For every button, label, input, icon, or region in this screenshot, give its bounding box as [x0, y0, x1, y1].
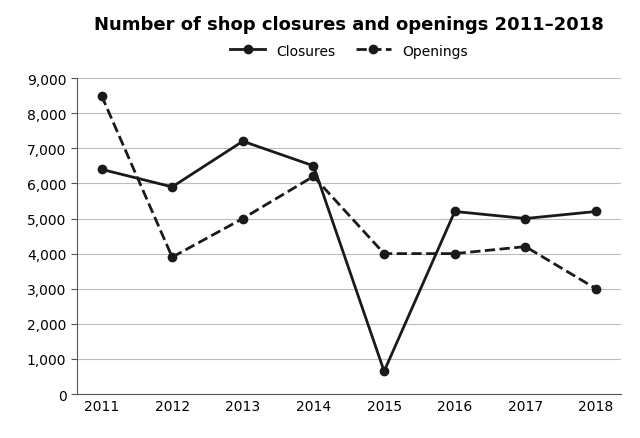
Closures — [168, 185, 176, 190]
Closures — [239, 139, 246, 145]
Openings — [98, 94, 106, 99]
Openings — [239, 216, 246, 222]
Openings — [522, 244, 529, 250]
Openings — [168, 255, 176, 260]
Line: Openings: Openings — [97, 92, 600, 293]
Closures — [380, 369, 388, 374]
Title: Number of shop closures and openings 2011–2018: Number of shop closures and openings 201… — [94, 16, 604, 34]
Closures — [98, 167, 106, 173]
Closures — [522, 216, 529, 222]
Closures — [451, 209, 459, 215]
Legend: Closures, Openings: Closures, Openings — [230, 45, 467, 59]
Openings — [310, 174, 317, 180]
Closures — [310, 164, 317, 169]
Line: Closures: Closures — [97, 138, 600, 375]
Openings — [592, 286, 600, 292]
Closures — [592, 209, 600, 215]
Openings — [380, 251, 388, 257]
Openings — [451, 251, 459, 257]
